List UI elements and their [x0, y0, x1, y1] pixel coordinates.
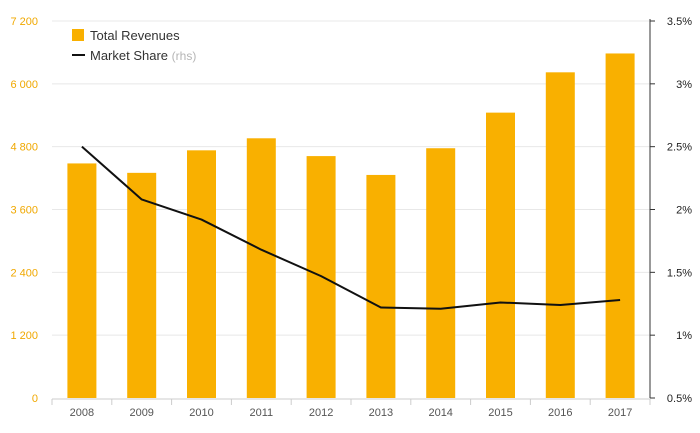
x-tick-label-2016: 2016 — [548, 407, 572, 419]
left-axis: 0 1 200 2 400 3 600 4 800 6 000 7 200 — [10, 16, 38, 405]
legend-swatch-total-revenues — [72, 29, 84, 41]
right-tick-label-0.5: 0.5% — [667, 393, 692, 405]
x-tick-label-2009: 2009 — [129, 407, 153, 419]
bar-2016 — [545, 72, 575, 398]
bar-series — [67, 53, 635, 399]
left-tick-label-7200: 7 200 — [10, 16, 38, 28]
bar-2014 — [426, 148, 456, 398]
legend-label-total-revenues: Total Revenues — [90, 28, 180, 43]
left-tick-label-4800: 4 800 — [10, 142, 38, 154]
right-tick-label-1.5: 1.5% — [667, 267, 692, 279]
left-tick-label-1200: 1 200 — [10, 330, 38, 342]
bar-2008 — [67, 163, 97, 398]
x-tick-label-2015: 2015 — [488, 407, 512, 419]
x-tick-label-2011: 2011 — [249, 407, 273, 419]
right-tick-label-2.5: 2.5% — [667, 142, 692, 154]
left-tick-label-3600: 3 600 — [10, 205, 38, 217]
left-tick-label-0: 0 — [32, 393, 38, 405]
legend-label-market-share-name: Market Share — [90, 48, 168, 63]
x-axis: 2008 2009 2010 2011 2012 2013 2014 2015 2016 2017 — [51, 398, 651, 419]
market-share-line — [81, 145, 621, 310]
line-series — [81, 145, 621, 310]
x-tick-label-2010: 2010 — [189, 407, 213, 419]
bar-2011 — [246, 138, 276, 399]
right-tick-label-3.5: 3.5% — [667, 16, 692, 28]
bar-2010 — [187, 150, 216, 398]
legend-label-market-share: Market Share (rhs) — [90, 48, 196, 63]
left-tick-label-6000: 6 000 — [10, 79, 38, 91]
bar-2009 — [127, 172, 157, 398]
right-tick-label-3: 3% — [676, 79, 692, 91]
right-tick-label-1: 1% — [676, 330, 692, 342]
x-tick-label-2008: 2008 — [70, 407, 94, 419]
left-tick-label-2400: 2 400 — [10, 267, 38, 279]
legend-label-market-share-suffix: (rhs) — [172, 49, 197, 63]
bar-2017 — [605, 53, 635, 398]
legend: Total Revenues Market Share (rhs) — [72, 28, 196, 63]
right-tick-label-2: 2% — [676, 205, 692, 217]
bar-2015 — [486, 112, 515, 398]
x-tick-label-2013: 2013 — [369, 407, 393, 419]
x-tick-label-2012: 2012 — [309, 407, 333, 419]
x-tick-label-2014: 2014 — [428, 407, 452, 419]
bar-2013 — [366, 174, 396, 398]
x-tick-label-2017: 2017 — [608, 407, 632, 419]
right-axis: 0.5% 1% 1.5% 2% 2.5% 3% 3.5% — [649, 16, 692, 405]
